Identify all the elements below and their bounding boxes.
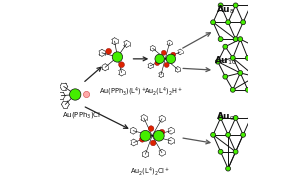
Circle shape [148, 126, 154, 131]
Circle shape [238, 70, 243, 75]
Circle shape [248, 115, 253, 120]
Circle shape [238, 37, 243, 42]
Circle shape [211, 20, 216, 25]
Circle shape [226, 166, 231, 171]
Circle shape [248, 3, 253, 8]
Circle shape [241, 132, 245, 137]
Circle shape [155, 61, 160, 66]
Circle shape [106, 48, 111, 54]
Circle shape [218, 149, 223, 154]
Circle shape [230, 87, 235, 92]
Circle shape [218, 37, 223, 42]
Circle shape [233, 149, 238, 154]
Text: Au$_{10}$: Au$_{10}$ [214, 54, 237, 67]
Circle shape [159, 129, 165, 135]
Circle shape [223, 44, 228, 49]
Circle shape [260, 59, 265, 64]
Circle shape [226, 20, 231, 25]
Circle shape [153, 130, 164, 141]
Circle shape [161, 50, 166, 55]
Circle shape [112, 52, 123, 62]
Circle shape [140, 137, 145, 142]
Circle shape [150, 140, 156, 146]
Circle shape [215, 59, 220, 64]
Circle shape [253, 44, 258, 49]
Circle shape [226, 132, 231, 137]
Circle shape [233, 37, 238, 42]
Text: Au$_8$: Au$_8$ [216, 4, 235, 16]
Circle shape [166, 54, 176, 64]
Circle shape [70, 89, 81, 100]
Circle shape [171, 52, 176, 57]
Circle shape [218, 3, 223, 8]
Circle shape [245, 56, 250, 60]
Circle shape [253, 74, 258, 79]
Circle shape [155, 54, 164, 64]
Text: Au$_2$(L$^4$)$_2$Cl$^+$: Au$_2$(L$^4$)$_2$Cl$^+$ [130, 166, 170, 178]
Circle shape [119, 62, 124, 68]
Text: Au(PPh$_3$)(L$^4$)$^+$: Au(PPh$_3$)(L$^4$)$^+$ [99, 85, 147, 98]
Circle shape [241, 20, 245, 25]
Circle shape [233, 3, 238, 8]
Circle shape [218, 115, 223, 120]
Text: Au(PPh$_3$)Cl: Au(PPh$_3$)Cl [63, 110, 102, 120]
Circle shape [140, 130, 151, 141]
Circle shape [83, 91, 90, 98]
Circle shape [164, 63, 169, 67]
Text: Au$_2$(L$^4$)$_2$H$^+$: Au$_2$(L$^4$)$_2$H$^+$ [144, 85, 183, 98]
Circle shape [230, 56, 235, 60]
Text: Au$_9$: Au$_9$ [216, 110, 235, 123]
Circle shape [223, 74, 228, 79]
Circle shape [233, 115, 238, 120]
Circle shape [245, 87, 250, 92]
Circle shape [211, 132, 216, 137]
